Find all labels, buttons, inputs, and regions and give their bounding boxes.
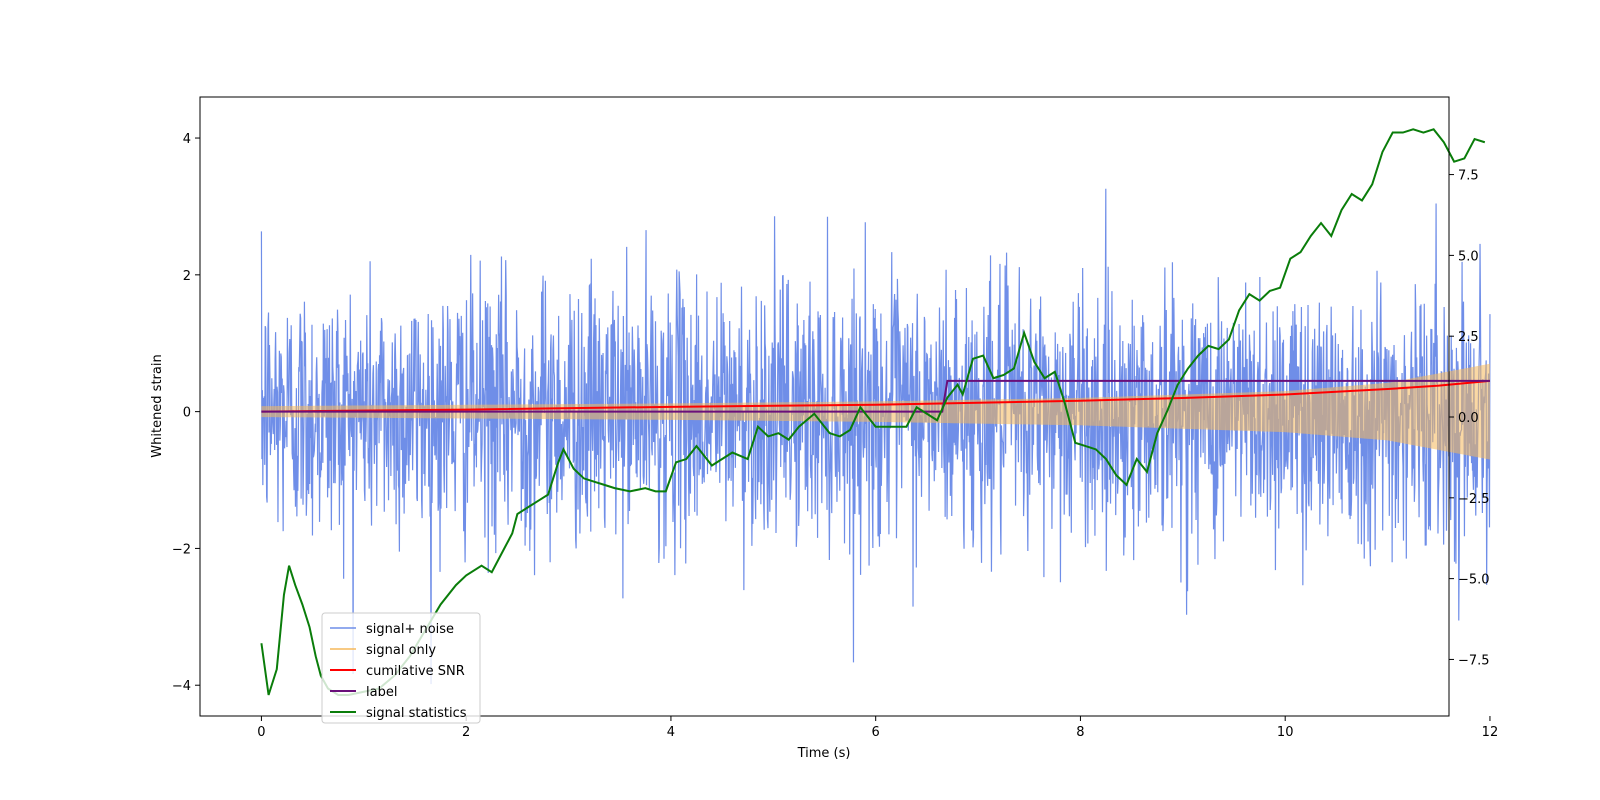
- axes-frame: [199, 96, 1450, 717]
- x-tick-label: 0: [257, 725, 265, 740]
- x-axis: 0 2 4 6 8 10 12: [257, 716, 1498, 740]
- y-axis-right: −7.5 −5.0 −2.5 0.0 2.5 5.0 7.5: [1449, 169, 1490, 668]
- x-tick-label: 6: [872, 725, 880, 740]
- y-tick-label: 2: [183, 269, 191, 284]
- x-tick-label: 12: [1482, 725, 1499, 740]
- x-tick-label: 8: [1076, 725, 1084, 740]
- plot-area: [260, 128, 1491, 696]
- y-tick-label: −2: [172, 542, 191, 557]
- x-tick-label: 2: [462, 725, 470, 740]
- y2-tick-label: 7.5: [1458, 169, 1479, 184]
- y2-tick-label: −5.0: [1458, 573, 1490, 588]
- legend-entry: cumilative SNR: [366, 664, 465, 679]
- y2-tick-label: 5.0: [1458, 249, 1479, 264]
- y-tick-label: 4: [183, 132, 191, 147]
- y-axis-label: Whitened strain: [150, 354, 165, 457]
- y2-tick-label: −7.5: [1458, 653, 1490, 668]
- x-tick-label: 4: [667, 725, 675, 740]
- legend: signal+ noise signal only cumilative SNR la…: [321, 612, 481, 724]
- y-tick-label: 0: [183, 406, 191, 421]
- y2-tick-label: −2.5: [1458, 492, 1490, 507]
- legend-entry: label: [366, 685, 397, 700]
- series-cumulative-snr: [261, 379, 1491, 413]
- y2-tick-label: 2.5: [1458, 330, 1479, 345]
- y-tick-label: −4: [172, 679, 191, 694]
- legend-entry: signal statistics: [366, 706, 467, 721]
- x-tick-label: 10: [1277, 725, 1294, 740]
- series-signal-statistics: [260, 128, 1486, 696]
- y2-tick-label: 0.0: [1458, 411, 1479, 426]
- legend-entry: signal+ noise: [366, 622, 454, 637]
- legend-box: [321, 612, 481, 724]
- legend-entry: signal only: [366, 643, 436, 658]
- series-label: [261, 379, 1490, 413]
- series-signal-noise: [260, 188, 1491, 685]
- y-axis-left: −4 −2 0 2 4: [172, 132, 200, 694]
- x-axis-label: Time (s): [797, 746, 851, 761]
